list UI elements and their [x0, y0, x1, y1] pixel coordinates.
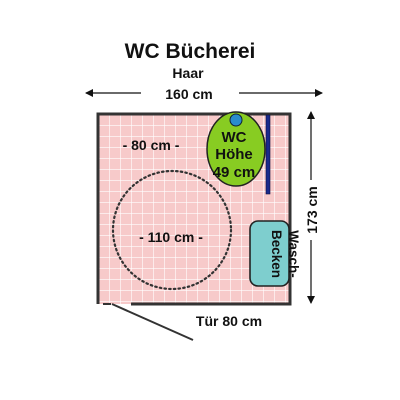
- plan-subtitle: Haar: [172, 65, 204, 81]
- wash-basin-label-line1: Wasch-: [286, 230, 301, 278]
- front-space-label: - 80 cm -: [123, 137, 180, 153]
- grab-bar: [265, 114, 271, 195]
- wash-basin-label-line2: Becken: [269, 230, 284, 278]
- height-label: 173 cm: [304, 186, 320, 233]
- wc-bowl: [206, 111, 266, 187]
- flush-button-icon: [229, 113, 243, 127]
- turning-circle: [111, 169, 233, 291]
- wc-label-line3: 49 cm: [213, 164, 256, 181]
- width-label: 160 cm: [165, 86, 212, 102]
- door-label: Tür 80 cm: [196, 313, 262, 329]
- turning-circle-label: - 110 cm -: [139, 229, 203, 245]
- wc-label-line2: Höhe: [215, 146, 253, 163]
- room-walls: [96, 112, 292, 306]
- wash-basin: [249, 220, 290, 287]
- wc-label-line1: WC: [222, 129, 247, 146]
- plan-title: WC Bücherei: [125, 40, 256, 63]
- door-leaf: [111, 303, 194, 341]
